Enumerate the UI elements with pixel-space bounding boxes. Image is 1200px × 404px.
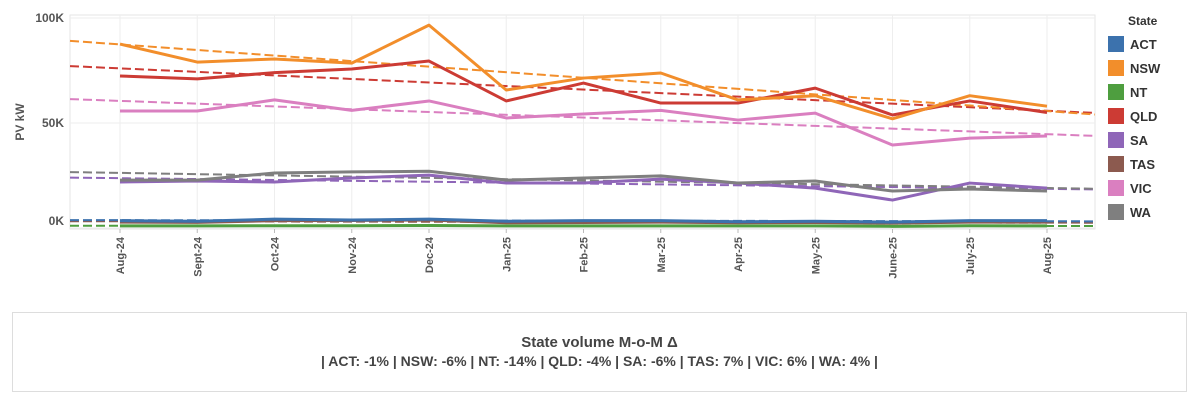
y-axis-label: PV kW xyxy=(13,103,27,141)
legend-swatch xyxy=(1108,204,1124,220)
mom-summary-box: State volume M-o-M Δ | ACT: -1% | NSW: -… xyxy=(12,312,1187,392)
legend-label: NSW xyxy=(1130,60,1161,76)
legend-item-nt[interactable]: NT xyxy=(1108,80,1198,104)
y-tick-label: 50K xyxy=(42,116,64,130)
legend-swatch xyxy=(1108,156,1124,172)
legend-item-act[interactable]: ACT xyxy=(1108,32,1198,56)
legend-item-nsw[interactable]: NSW xyxy=(1108,56,1198,80)
y-tick-label: 0K xyxy=(49,214,65,228)
x-tick-label: June-25 xyxy=(888,237,900,279)
legend: State ACT NSW NT QLD SA TAS VIC WA xyxy=(1108,14,1198,224)
legend-label: SA xyxy=(1130,132,1149,148)
x-tick-label: Sept-24 xyxy=(192,236,204,277)
x-tick-label: May-25 xyxy=(810,237,822,274)
x-tick-label: Dec-24 xyxy=(424,236,436,273)
series-line-act xyxy=(119,217,1047,224)
x-tick-label: Aug-25 xyxy=(1042,237,1054,274)
legend-item-vic[interactable]: VIC xyxy=(1108,176,1198,200)
x-tick-label: Nov-24 xyxy=(347,236,359,274)
x-tick-label: Jan-25 xyxy=(501,237,513,272)
legend-swatch xyxy=(1108,84,1124,100)
line-chart: Aug-24 Sept-24 Oct-24 Nov-24 Dec-24 Jan-25 Feb… xyxy=(13,11,1096,279)
series-line-nsw xyxy=(119,23,1048,121)
summary-text: | ACT: -1% | NSW: -6% | NT: -14% | QLD: … xyxy=(321,353,878,369)
legend-item-wa[interactable]: WA xyxy=(1108,200,1198,224)
series-line-sa xyxy=(119,173,1048,202)
x-tick-label: Mar-25 xyxy=(656,237,668,272)
summary-title: State volume M-o-M Δ xyxy=(521,334,678,351)
x-tick-label: Oct-24 xyxy=(270,236,282,271)
legend-swatch xyxy=(1108,132,1124,148)
legend-label: NT xyxy=(1130,84,1148,100)
series-line-wa xyxy=(120,169,1048,193)
legend-label: VIC xyxy=(1130,180,1152,196)
x-tick-label: Feb-25 xyxy=(579,237,591,272)
legend-label: QLD xyxy=(1130,108,1158,124)
legend-item-sa[interactable]: SA xyxy=(1108,128,1198,152)
legend-title: State xyxy=(1128,14,1158,28)
x-tick-label: Aug-24 xyxy=(115,236,127,274)
legend-swatch xyxy=(1108,36,1124,52)
x-tick-label: July-25 xyxy=(965,237,977,275)
y-tick-label: 100K xyxy=(35,11,64,25)
legend-swatch xyxy=(1108,60,1124,76)
legend-label: TAS xyxy=(1130,156,1156,172)
x-tick-label: Apr-25 xyxy=(733,237,745,272)
series-line-nt xyxy=(120,223,1048,228)
legend-label: ACT xyxy=(1130,36,1157,52)
legend-item-qld[interactable]: QLD xyxy=(1108,104,1198,128)
legend-swatch xyxy=(1108,180,1124,196)
series-line-vic xyxy=(120,98,1048,147)
legend-swatch xyxy=(1108,108,1124,124)
series-line-qld xyxy=(119,59,1048,117)
legend-item-tas[interactable]: TAS xyxy=(1108,152,1198,176)
plot-area xyxy=(69,14,1096,230)
legend-label: WA xyxy=(1130,204,1151,220)
